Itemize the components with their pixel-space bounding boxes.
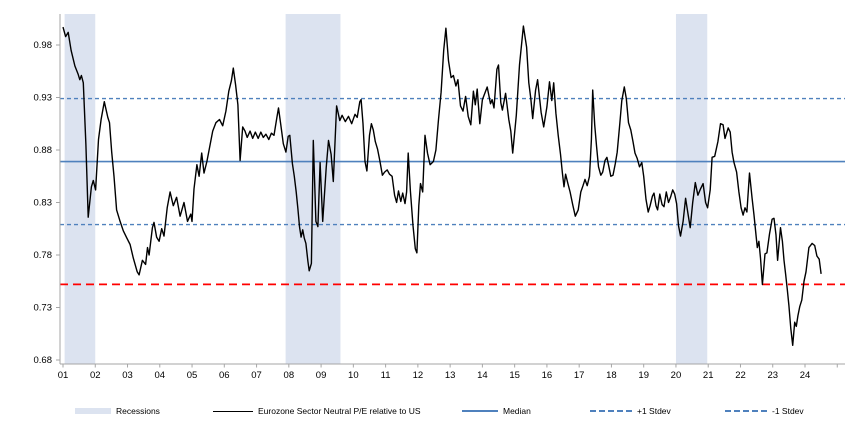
- y-tick-label: 0.73: [34, 303, 53, 314]
- series-line: [62, 25, 822, 346]
- x-tick-label: 17: [574, 370, 585, 381]
- legend-label: +1 Stdev: [637, 406, 671, 416]
- minus1-stdev-swatch: [725, 410, 767, 412]
- legend-label: Eurozone Sector Neutral P/E relative to …: [258, 406, 421, 416]
- x-tick-label: 14: [477, 370, 488, 381]
- x-tick-label: 11: [381, 370, 391, 381]
- x-tick-label: 16: [542, 370, 553, 381]
- series-line-swatch: [213, 410, 253, 412]
- y-tick-label: 0.98: [34, 40, 53, 51]
- x-tick-label: 13: [445, 370, 456, 381]
- pe-relative-chart: 0.98 0.93 0.88 0.83 0.78 0.73 0.68 01 02 03 04 05 06…: [34, 14, 845, 381]
- chart-legend: Recessions Eurozone Sector Neutral P/E r…: [0, 403, 852, 427]
- x-tick-label: 07: [251, 370, 262, 381]
- x-tick-label: 24: [800, 370, 811, 381]
- x-tick-label: 12: [413, 370, 424, 381]
- x-tick-label: 01: [58, 370, 69, 381]
- y-tick-label: 0.78: [34, 250, 53, 261]
- y-tick-label: 0.93: [34, 93, 53, 104]
- recession-band: [64, 14, 96, 364]
- x-tick-label: 22: [735, 370, 746, 381]
- x-tick-label: 04: [154, 370, 165, 381]
- recession-band-swatch: [75, 408, 111, 414]
- legend-item-plus1-stdev: +1 Stdev: [590, 403, 671, 419]
- plus1-stdev-swatch: [590, 410, 632, 412]
- x-tick-label: 05: [187, 370, 198, 381]
- legend-item-minus1-stdev: -1 Stdev: [725, 403, 804, 419]
- x-tick-label: 19: [638, 370, 649, 381]
- legend-item-series: Eurozone Sector Neutral P/E relative to …: [213, 403, 421, 419]
- legend-item-recessions: Recessions: [75, 403, 160, 419]
- median-line-swatch: [462, 410, 498, 412]
- x-tick-label: 03: [122, 370, 133, 381]
- y-tick-label: 0.88: [34, 145, 53, 156]
- x-tick-label: 18: [606, 370, 617, 381]
- x-tick-label: 09: [316, 370, 327, 381]
- legend-label: Median: [503, 406, 531, 416]
- x-tick-label: 15: [509, 370, 520, 381]
- x-tick-label: 06: [219, 370, 230, 381]
- x-tick-label: 08: [284, 370, 295, 381]
- legend-label: Recessions: [116, 406, 160, 416]
- x-tick-label: 20: [671, 370, 682, 381]
- x-tick-label: 21: [703, 370, 714, 381]
- y-tick-label: 0.83: [34, 198, 53, 209]
- legend-label: -1 Stdev: [772, 406, 804, 416]
- legend-item-median: Median: [462, 403, 531, 419]
- x-tick-label: 23: [767, 370, 778, 381]
- x-tick-label: 10: [348, 370, 359, 381]
- recession-band: [675, 14, 708, 364]
- chart-canvas: 0.98 0.93 0.88 0.83 0.78 0.73 0.68 01 02 03 04 05 06…: [34, 14, 845, 381]
- x-tick-label: 02: [90, 370, 101, 381]
- y-tick-label: 0.68: [34, 355, 53, 366]
